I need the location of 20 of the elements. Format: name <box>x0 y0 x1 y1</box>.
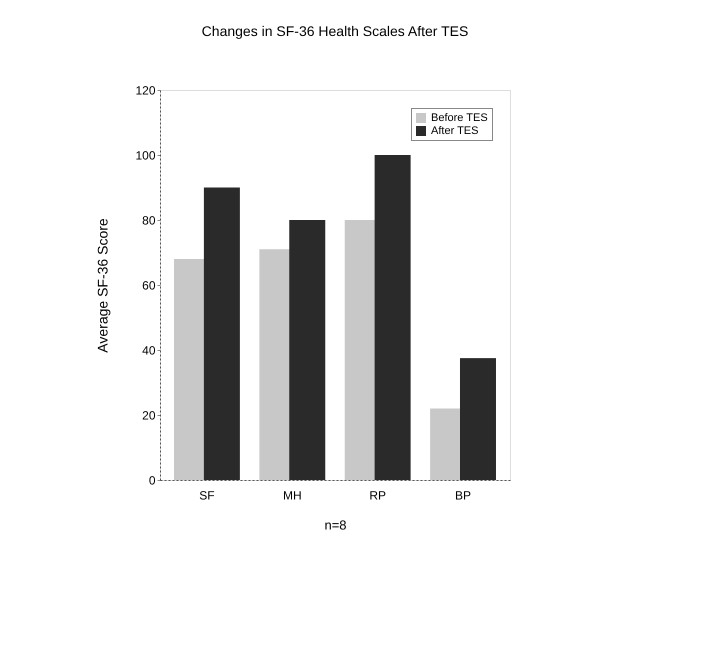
x-tick-label: RP <box>369 488 386 502</box>
y-tick-label: 40 <box>142 344 156 358</box>
y-tick-label: 20 <box>142 408 156 422</box>
legend-label: Before TES <box>431 112 488 124</box>
bar <box>374 155 411 480</box>
x-axis-title: n=8 <box>324 518 347 532</box>
x-tick-label: BP <box>455 488 472 502</box>
x-tick-label: SF <box>199 488 215 502</box>
y-tick-label: 60 <box>142 278 156 292</box>
x-tick-label: MH <box>282 488 302 502</box>
bar <box>289 220 326 480</box>
y-tick-label: 80 <box>142 214 156 228</box>
y-tick-label: 100 <box>135 148 156 162</box>
bar <box>204 188 240 480</box>
legend-label: After TES <box>431 125 478 137</box>
chart-title: Changes in SF-36 Health Scales After TES <box>202 23 468 39</box>
y-tick-label: 120 <box>135 84 156 98</box>
y-tick-label: 0 <box>148 474 156 488</box>
y-axis-title: Average SF-36 Score <box>94 218 110 353</box>
bar <box>460 358 496 480</box>
